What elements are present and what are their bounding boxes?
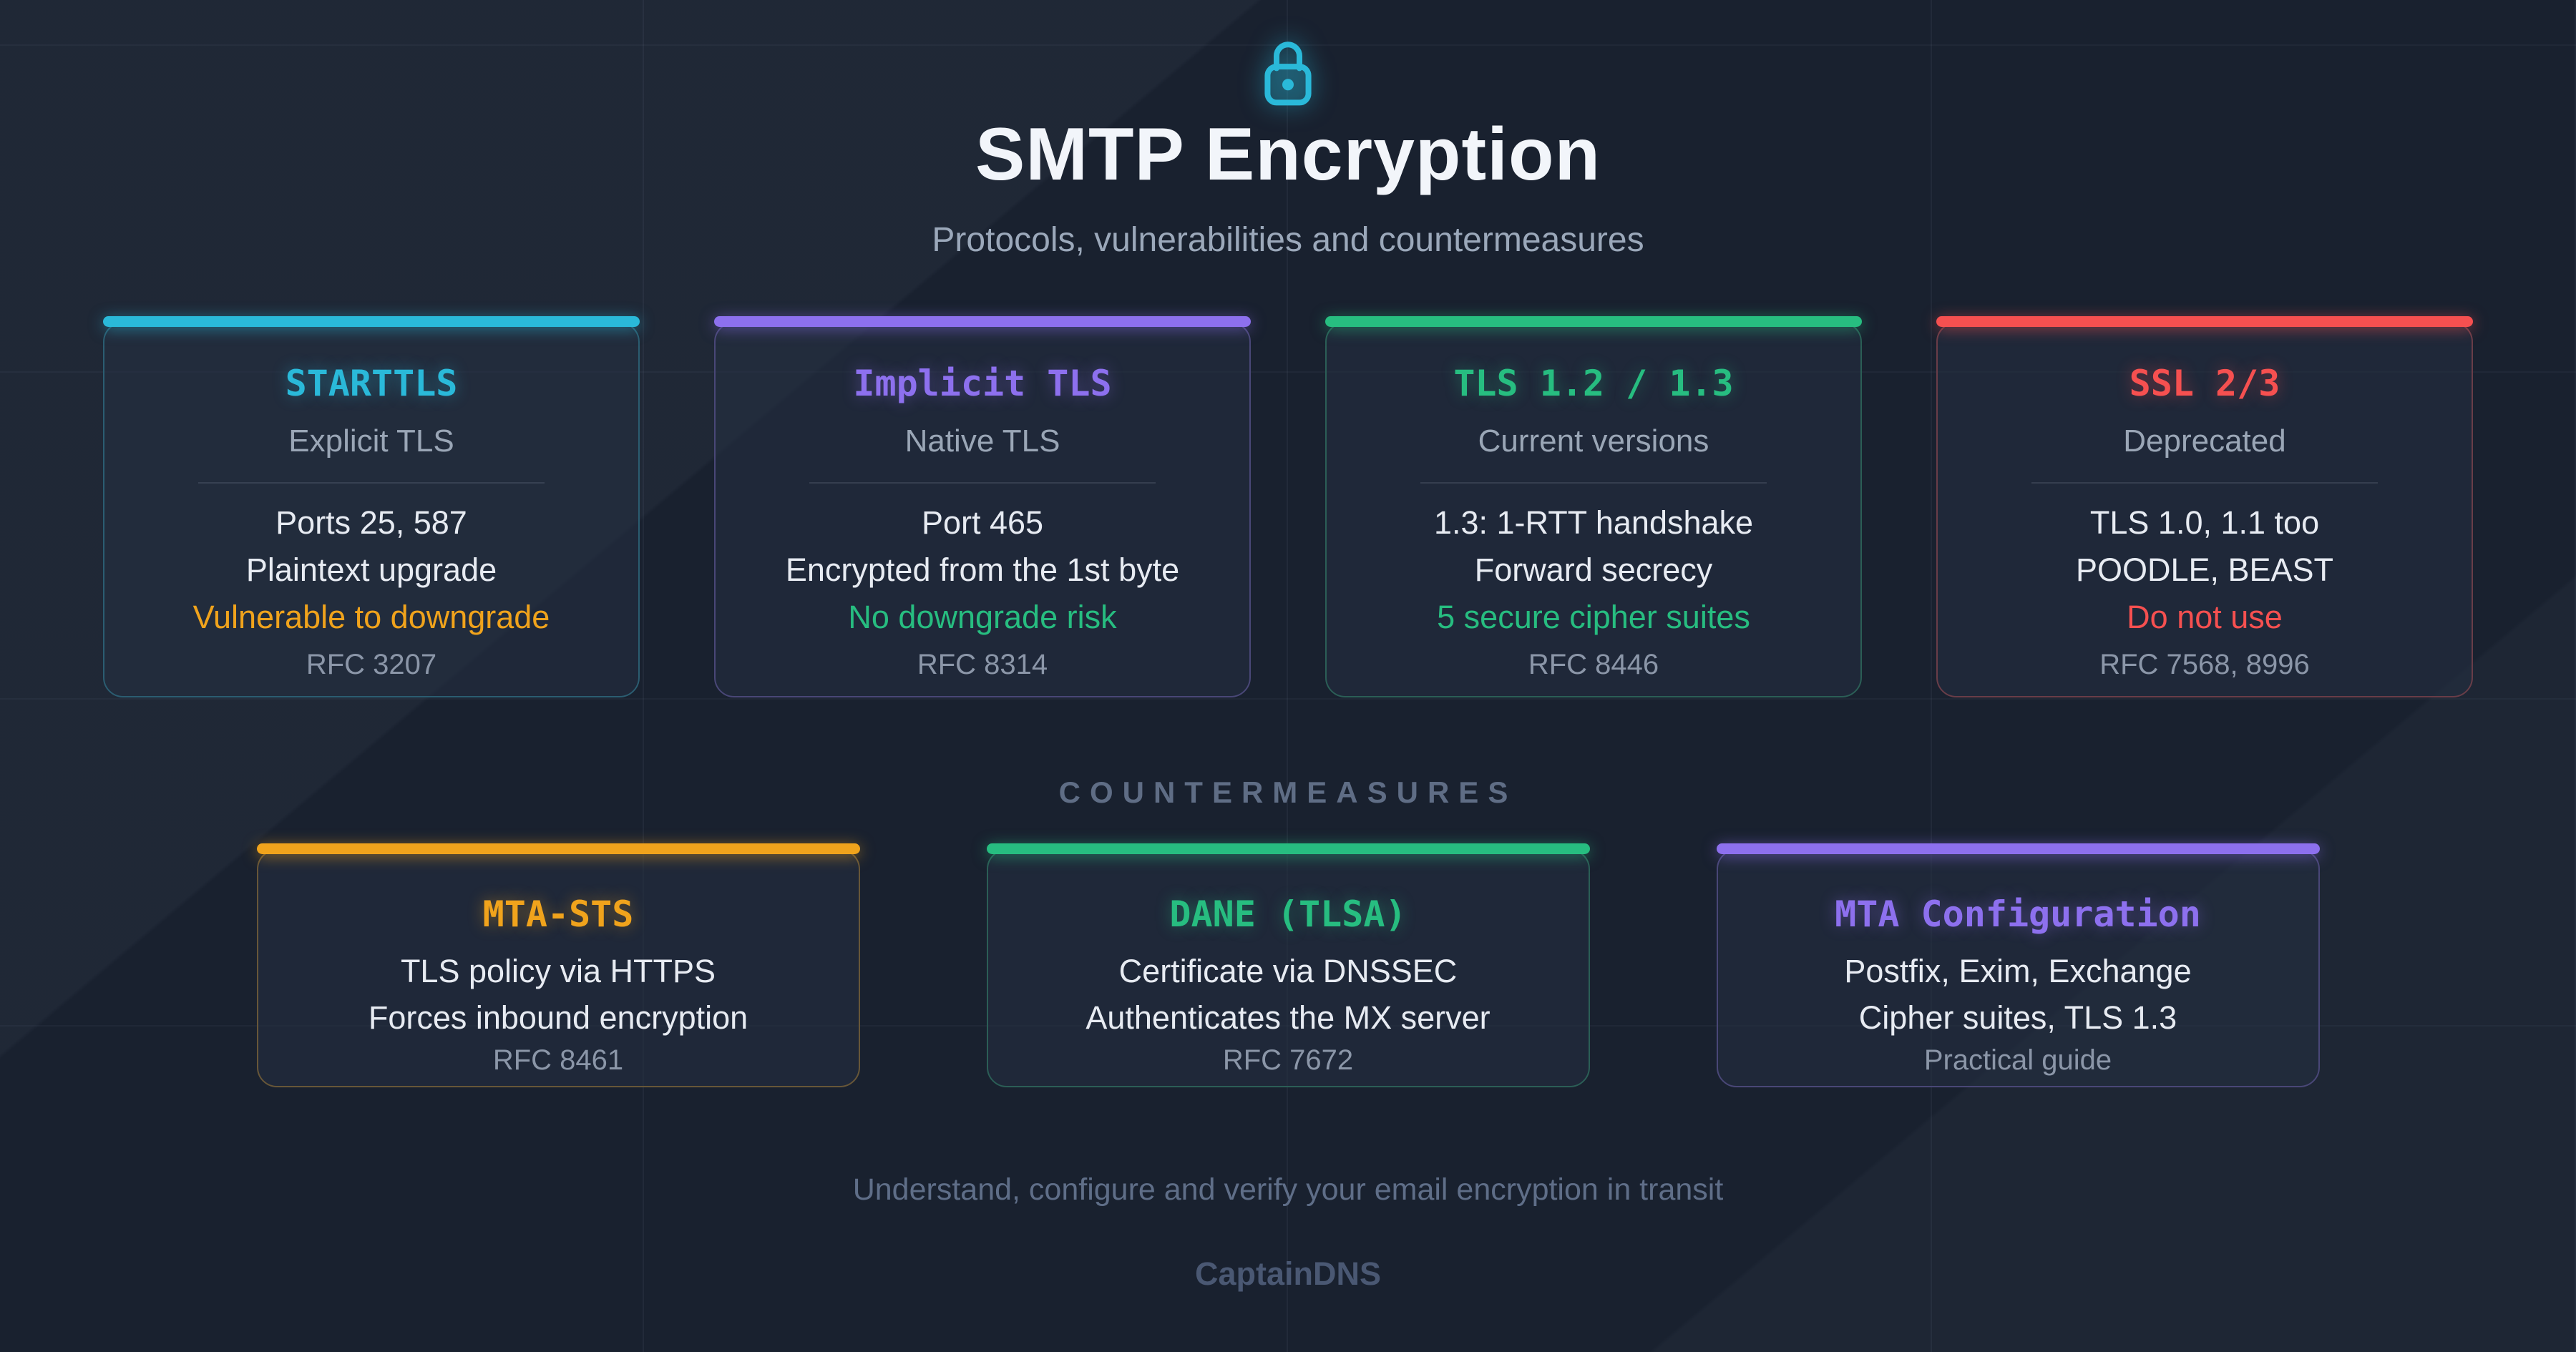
card-accent-bar	[714, 316, 1251, 327]
card-accent-bar	[1325, 316, 1862, 327]
card-subtitle: Current versions	[1478, 423, 1709, 459]
card-dane-tlsa: DANE (TLSA) Certificate via DNSSEC Authe…	[986, 843, 1590, 1087]
card-title: MTA-STS	[482, 893, 634, 935]
card-line: Plaintext upgrade	[245, 552, 497, 588]
card-line: TLS 1.0, 1.1 too	[2089, 504, 2320, 541]
footer-tagline: Understand, configure and verify your em…	[852, 1172, 1724, 1207]
card-highlight-line: Do not use	[2127, 599, 2283, 635]
card-line: Cipher suites, TLS 1.3	[1858, 999, 2177, 1036]
card-divider	[1420, 482, 1767, 484]
card-rfc: RFC 8314	[917, 649, 1048, 680]
card-ssl-23: SSL 2/3 Deprecated TLS 1.0, 1.1 too POOD…	[1936, 316, 2473, 697]
brand-name: CaptainDNS	[1194, 1255, 1382, 1292]
card-rfc: RFC 7568, 8996	[2099, 649, 2310, 680]
card-accent-bar	[1936, 316, 2473, 327]
card-line: Authenticates the MX server	[1085, 999, 1491, 1036]
card-subtitle: Native TLS	[904, 423, 1060, 459]
card-line: 1.3: 1-RTT handshake	[1433, 504, 1754, 541]
card-line: Postfix, Exim, Exchange	[1844, 953, 2192, 989]
page-footer: Understand, configure and verify your em…	[853, 1087, 1724, 1290]
card-note: RFC 8461	[492, 1044, 624, 1076]
card-divider	[197, 482, 545, 484]
card-title: SSL 2/3	[2129, 363, 2280, 404]
card-accent-bar	[103, 316, 640, 327]
card-line: Forward secrecy	[1474, 552, 1713, 588]
card-title: DANE (TLSA)	[1169, 893, 1407, 935]
card-highlight-line: Vulnerable to downgrade	[192, 599, 550, 635]
card-title: STARTTLS	[285, 363, 458, 404]
page-title: SMTP Encryption	[975, 113, 1601, 196]
card-note: Practical guide	[1923, 1044, 2112, 1076]
card-line: Certificate via DNSSEC	[1118, 953, 1458, 989]
countermeasure-cards-row: MTA-STS TLS policy via HTTPS Forces inbo…	[256, 843, 2320, 1087]
card-accent-bar	[1716, 843, 2320, 854]
card-line: Encrypted from the 1st byte	[785, 552, 1180, 588]
protocol-cards-row: STARTTLS Explicit TLS Ports 25, 587 Plai…	[103, 316, 2473, 697]
card-starttls: STARTTLS Explicit TLS Ports 25, 587 Plai…	[103, 316, 640, 697]
card-tls-12-13: TLS 1.2 / 1.3 Current versions 1.3: 1-RT…	[1325, 316, 1862, 697]
card-line: Port 465	[921, 504, 1044, 541]
card-line: POODLE, BEAST	[2075, 552, 2334, 588]
card-implicit-tls: Implicit TLS Native TLS Port 465 Encrypt…	[714, 316, 1251, 697]
card-line: Forces inbound encryption	[368, 999, 748, 1036]
card-subtitle: Explicit TLS	[288, 423, 454, 459]
card-title: Implicit TLS	[853, 363, 1112, 404]
card-rfc: RFC 8446	[1528, 649, 1659, 680]
countermeasures-section-label: COUNTERMEASURES	[1058, 775, 1518, 809]
page-subtitle: Protocols, vulnerabilities and counterme…	[932, 221, 1644, 259]
card-title: MTA Configuration	[1835, 893, 2201, 935]
card-divider	[2031, 482, 2379, 484]
card-line: TLS policy via HTTPS	[400, 953, 716, 989]
lock-icon	[1262, 37, 1314, 106]
card-rfc: RFC 3207	[306, 649, 437, 680]
card-line: Ports 25, 587	[275, 504, 467, 541]
card-subtitle: Deprecated	[2123, 423, 2286, 459]
card-accent-bar	[256, 843, 860, 854]
card-divider	[809, 482, 1156, 484]
card-mta-sts: MTA-STS TLS policy via HTTPS Forces inbo…	[256, 843, 860, 1087]
card-title: TLS 1.2 / 1.3	[1453, 363, 1734, 404]
card-accent-bar	[986, 843, 1590, 854]
card-highlight-line: 5 secure cipher suites	[1437, 599, 1750, 635]
card-mta-configuration: MTA Configuration Postfix, Exim, Exchang…	[1716, 843, 2320, 1087]
card-highlight-line: No downgrade risk	[848, 599, 1117, 635]
card-note: RFC 7672	[1222, 1044, 1354, 1076]
